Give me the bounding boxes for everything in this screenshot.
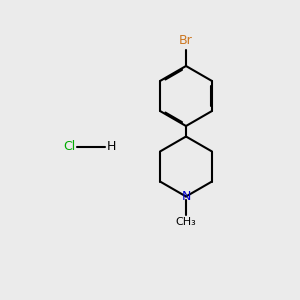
Text: CH₃: CH₃: [176, 217, 197, 227]
Text: Cl: Cl: [63, 140, 75, 154]
Text: Br: Br: [179, 34, 193, 47]
Text: H: H: [106, 140, 116, 154]
Text: N: N: [181, 190, 191, 203]
